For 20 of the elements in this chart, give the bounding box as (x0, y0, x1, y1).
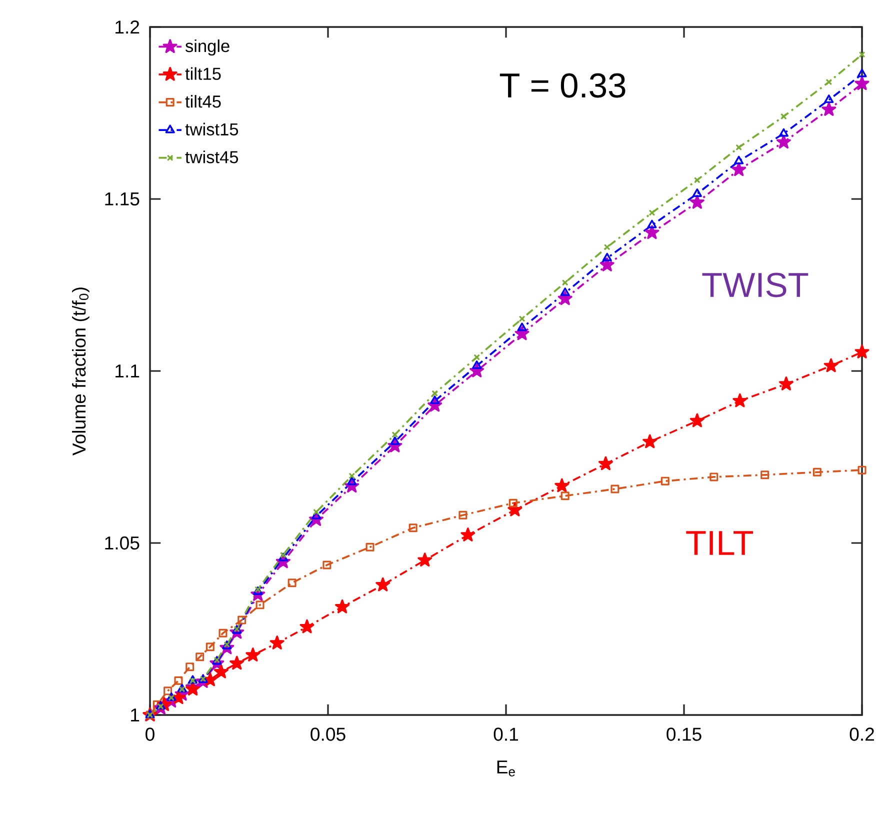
legend-label: single (185, 39, 230, 56)
x-tick-label: 0.2 (850, 728, 874, 741)
x-tick-label: 0.1 (494, 728, 518, 741)
legend-label: tilt15 (185, 67, 221, 80)
x-tick-label: 0.05 (310, 728, 346, 741)
x-axis-title: E$_{e}$ (497, 760, 515, 776)
y-tick-label: 1.2 (116, 20, 140, 34)
y-axis-title: Volume fraction (t/f$_{0}$) (72, 288, 90, 456)
x-tick-label: 0.15 (666, 728, 702, 741)
legend-label: twist15 (185, 122, 238, 136)
legend-label: tilt45 (185, 95, 221, 108)
annotation: TILT (686, 531, 754, 555)
annotation: T = 0.33 (500, 73, 626, 98)
y-tick-label: 1.1 (116, 364, 140, 378)
y-tick-label: 1 (131, 708, 140, 722)
y-tick-label: 1.05 (105, 536, 140, 550)
y-tick-label: 1.15 (105, 192, 140, 206)
legend-label: twist45 (185, 150, 238, 164)
x-tick-label: 0 (146, 728, 154, 741)
annotation: TWIST (702, 272, 808, 298)
